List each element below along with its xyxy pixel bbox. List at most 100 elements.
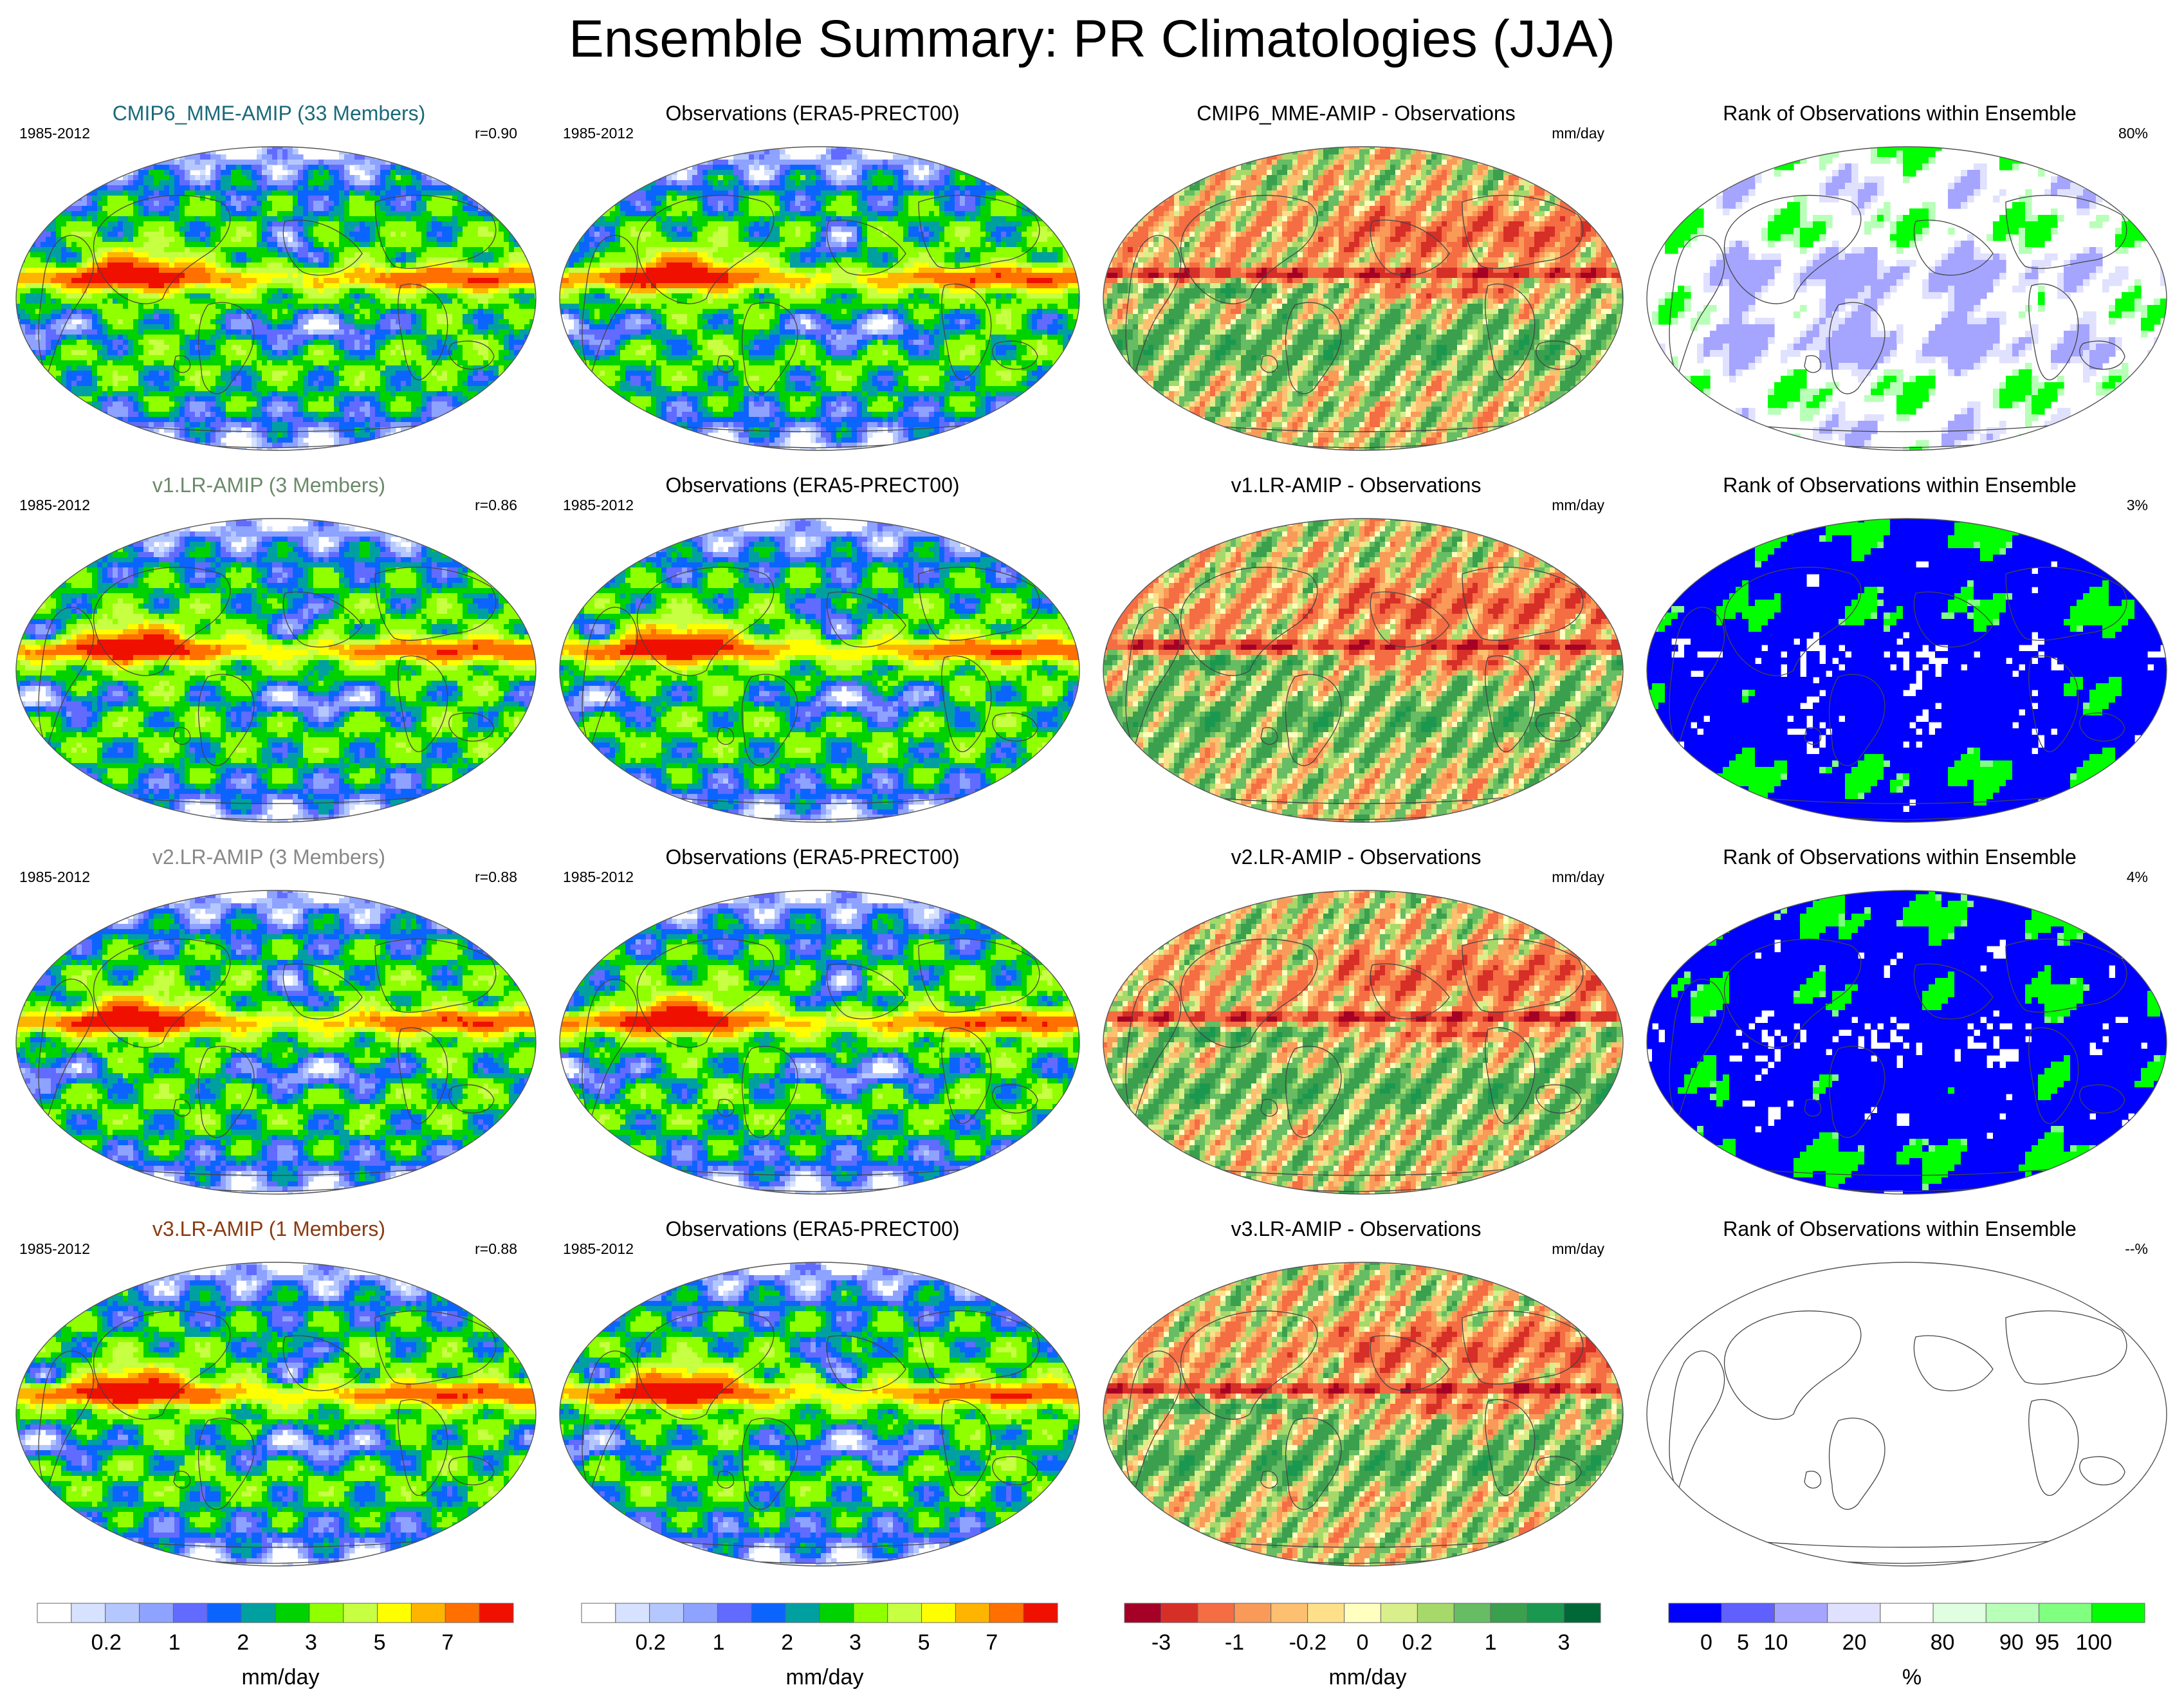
- rank-percent-label: --%: [2125, 1240, 2148, 1258]
- colorbar-swatch: [1381, 1603, 1417, 1623]
- diff-map: [1102, 516, 1624, 825]
- colorbar-tick-label: -3: [1152, 1630, 1171, 1655]
- colorbar-swatch: [820, 1603, 854, 1623]
- colorbar-units-label: mm/day: [1123, 1665, 1612, 1690]
- colorbar-swatch: [1986, 1603, 2039, 1623]
- panel-rank-2: Rank of Observations within Ensemble 4%: [1636, 845, 2163, 1206]
- period-label: 1985-2012: [563, 1240, 634, 1258]
- panel-title: Rank of Observations within Ensemble: [1636, 102, 2163, 125]
- colorbar-swatch: [344, 1603, 378, 1623]
- colorbar-tick-label: 0.2: [1402, 1630, 1432, 1655]
- period-label: 1985-2012: [19, 497, 90, 514]
- rank-map: [1646, 144, 2168, 453]
- colorbar-tick-label: 0: [1700, 1630, 1712, 1655]
- colorbar-tick-label: 100: [2075, 1630, 2112, 1655]
- panel-model-2: v2.LR-AMIP (3 Members) 1985-2012 r=0.88: [5, 845, 533, 1206]
- obs-map: [558, 144, 1081, 453]
- period-label: 1985-2012: [19, 1240, 90, 1258]
- colorbar-swatch: [582, 1603, 616, 1623]
- colorbar-units-label: mm/day: [580, 1665, 1069, 1690]
- colorbar-tick-label: 5: [918, 1630, 930, 1655]
- panel-rank-1: Rank of Observations within Ensemble 3%: [1636, 474, 2163, 834]
- colorbar-swatch: [479, 1603, 513, 1623]
- colorbar-tick-label: 20: [1842, 1630, 1867, 1655]
- colorbar-swatch: [751, 1603, 785, 1623]
- colorbar-swatch: [1454, 1603, 1491, 1623]
- model-map: [15, 1260, 537, 1569]
- correlation-label: r=0.90: [475, 125, 517, 142]
- colorbar-tick-label: 1: [1485, 1630, 1497, 1655]
- panel-title: CMIP6_MME-AMIP - Observations: [1092, 102, 1620, 125]
- colorbar-tick-label: 3: [305, 1630, 317, 1655]
- colorbar-tick-label: 5: [374, 1630, 386, 1655]
- colorbar-tick-label: 7: [986, 1630, 998, 1655]
- panel-title: Observations (ERA5-PRECT00): [549, 845, 1076, 869]
- colorbar-swatch: [1344, 1603, 1381, 1623]
- colorbar-tick-label: 0.2: [636, 1630, 666, 1655]
- colorbar-swatch: [1124, 1603, 1161, 1623]
- panel-title: Rank of Observations within Ensemble: [1636, 845, 2163, 869]
- colorbar-tick-label: 3: [1558, 1630, 1570, 1655]
- colorbar-tick-label: 5: [1737, 1630, 1749, 1655]
- units-label: mm/day: [1552, 869, 1604, 886]
- colorbar-swatch: [1774, 1603, 1827, 1623]
- correlation-label: r=0.88: [475, 1240, 517, 1258]
- colorbar-swatch: [275, 1603, 309, 1623]
- colorbar-swatch: [1161, 1603, 1198, 1623]
- panel-title: CMIP6_MME-AMIP (33 Members): [5, 102, 533, 125]
- rank-map: [1646, 516, 2168, 825]
- colorbar-tick-label: 2: [781, 1630, 793, 1655]
- model-map: [15, 888, 537, 1197]
- panel-title: v3.LR-AMIP (1 Members): [5, 1217, 533, 1241]
- colorbar-swatch: [1880, 1603, 1933, 1623]
- colorbar-tick-label: 1: [713, 1630, 725, 1655]
- model-map: [15, 516, 537, 825]
- colorbar-swatch: [1828, 1603, 1880, 1623]
- colorbar-1: 0.2 1 2 3 5 7 mm/day: [580, 1602, 1069, 1692]
- diff-map: [1102, 1260, 1624, 1569]
- colorbar-swatch: [207, 1603, 241, 1623]
- obs-map: [558, 1260, 1081, 1569]
- colorbar-tick-label: 95: [2035, 1630, 2059, 1655]
- colorbar-3: 0 5 10 20 80 90 95 100%: [1667, 1602, 2156, 1692]
- period-label: 1985-2012: [563, 125, 634, 142]
- colorbar-swatch: [2039, 1603, 2092, 1623]
- panel-model-3: v3.LR-AMIP (1 Members) 1985-2012 r=0.88: [5, 1217, 533, 1578]
- panel-obs-1: Observations (ERA5-PRECT00) 1985-2012: [549, 474, 1076, 834]
- obs-map: [558, 516, 1081, 825]
- colorbar-tick-label: 1: [169, 1630, 181, 1655]
- colorbar-units-label: mm/day: [36, 1665, 525, 1690]
- colorbar-swatch: [616, 1603, 650, 1623]
- diff-map: [1102, 144, 1624, 453]
- colorbar-swatch: [684, 1603, 718, 1623]
- colorbar-swatch: [309, 1603, 344, 1623]
- panel-title: Observations (ERA5-PRECT00): [549, 1217, 1076, 1241]
- panel-title: Observations (ERA5-PRECT00): [549, 474, 1076, 497]
- colorbar-swatch: [989, 1603, 1023, 1623]
- colorbar-swatch: [1417, 1603, 1454, 1623]
- panel-model-0: CMIP6_MME-AMIP (33 Members) 1985-2012 r=0.…: [5, 102, 533, 462]
- colorbar-swatch: [1527, 1603, 1564, 1623]
- colorbar-tick-label: -1: [1225, 1630, 1244, 1655]
- colorbar-tick-label: 7: [441, 1630, 454, 1655]
- colorbar-tick-label: 80: [1931, 1630, 1955, 1655]
- colorbar-units-label: %: [1667, 1665, 2156, 1690]
- colorbar-swatch: [140, 1603, 174, 1623]
- colorbar-swatch: [173, 1603, 207, 1623]
- colorbar-tick-label: -0.2: [1289, 1630, 1327, 1655]
- colorbar-swatch: [955, 1603, 989, 1623]
- rank-percent-label: 80%: [2118, 125, 2148, 142]
- colorbar-swatch: [1198, 1603, 1234, 1623]
- colorbar-swatch: [411, 1603, 445, 1623]
- colorbar-swatch: [378, 1603, 412, 1623]
- colorbar-0: 0.2 1 2 3 5 7 mm/day: [36, 1602, 525, 1692]
- rank-percent-label: 3%: [2127, 497, 2148, 514]
- panel-obs-0: Observations (ERA5-PRECT00) 1985-2012: [549, 102, 1076, 462]
- panel-title: Observations (ERA5-PRECT00): [549, 102, 1076, 125]
- colorbar-swatch: [241, 1603, 275, 1623]
- period-label: 1985-2012: [563, 869, 634, 886]
- colorbar-tick-label: 2: [237, 1630, 249, 1655]
- panel-diff-2: v2.LR-AMIP - Observations mm/day: [1092, 845, 1620, 1206]
- figure-title: Ensemble Summary: PR Climatologies (JJA): [0, 9, 2184, 69]
- colorbar-swatch: [1271, 1603, 1308, 1623]
